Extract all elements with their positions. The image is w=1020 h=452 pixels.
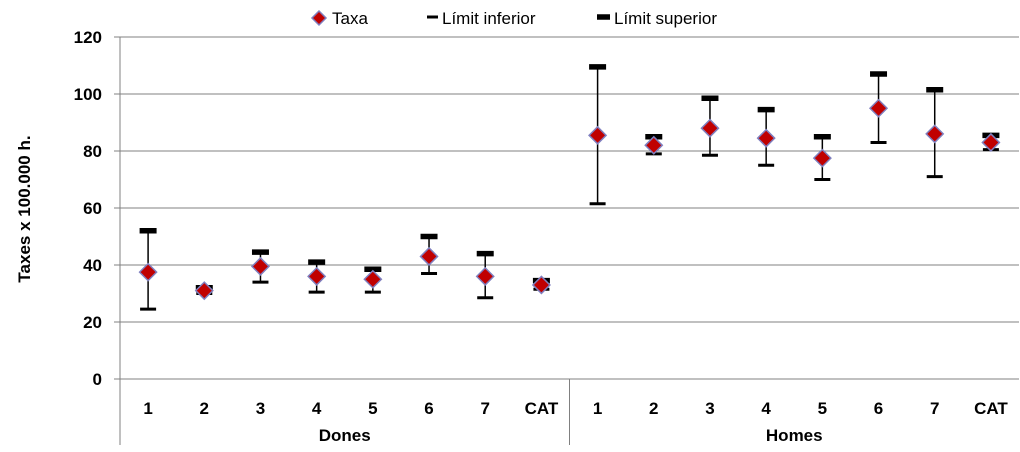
taxa-point bbox=[644, 135, 664, 155]
taxa-point bbox=[700, 118, 720, 138]
y-tick-label: 80 bbox=[83, 142, 102, 161]
y-tick-label: 120 bbox=[74, 28, 102, 47]
y-tick-label: 40 bbox=[83, 256, 102, 275]
taxa-point bbox=[138, 262, 158, 282]
taxa-point bbox=[925, 124, 945, 144]
legend: Taxa Límit inferior Límit superior bbox=[310, 9, 717, 28]
x-tick-label: 3 bbox=[705, 399, 714, 418]
y-tick-labels: 0 20 40 60 80 100 120 bbox=[74, 28, 102, 389]
group-label: Homes bbox=[766, 426, 823, 445]
x-tick-label: 6 bbox=[424, 399, 433, 418]
y-tick-label: 100 bbox=[74, 85, 102, 104]
x-tick-label: 7 bbox=[930, 399, 939, 418]
taxa-point bbox=[475, 266, 495, 286]
x-tick-labels: 1 2 3 4 5 6 7 CAT 1 2 3 4 5 6 7 CAT bbox=[143, 399, 1008, 418]
x-tick-label: 1 bbox=[593, 399, 602, 418]
taxa-point bbox=[307, 266, 327, 286]
taxa-point bbox=[194, 281, 214, 301]
taxa-point bbox=[363, 269, 383, 289]
legend-label-upper: Límit superior bbox=[614, 9, 717, 28]
x-tick-label: 6 bbox=[874, 399, 883, 418]
group-labels: Dones Homes bbox=[319, 426, 823, 445]
taxa-point bbox=[588, 125, 608, 145]
data-marks bbox=[138, 64, 1001, 311]
x-tick-label: 2 bbox=[649, 399, 658, 418]
taxa-point bbox=[531, 275, 551, 295]
x-tick-label: 5 bbox=[368, 399, 377, 418]
x-tick-label: 4 bbox=[312, 399, 322, 418]
x-tick-label: 4 bbox=[761, 399, 771, 418]
group-label: Dones bbox=[319, 426, 371, 445]
axes bbox=[114, 36, 1019, 445]
y-tick-label: 60 bbox=[83, 199, 102, 218]
taxa-point bbox=[756, 128, 776, 148]
x-tick-label: 5 bbox=[818, 399, 827, 418]
y-tick-label: 0 bbox=[93, 370, 102, 389]
taxa-point bbox=[250, 256, 271, 276]
taxa-point bbox=[868, 98, 889, 118]
gridlines bbox=[120, 36, 1019, 323]
taxa-point bbox=[981, 132, 1001, 153]
x-tick-label: 3 bbox=[256, 399, 265, 418]
x-tick-label: 2 bbox=[200, 399, 209, 418]
taxa-point bbox=[812, 148, 832, 168]
x-tick-label: 7 bbox=[480, 399, 489, 418]
y-axis-title: Taxes x 100.000 h. bbox=[15, 135, 34, 282]
legend-label-lower: Límit inferior bbox=[442, 9, 536, 28]
legend-label-taxa: Taxa bbox=[332, 9, 368, 28]
taxa-point bbox=[419, 246, 439, 267]
x-tick-label: 1 bbox=[143, 399, 152, 418]
y-tick-label: 20 bbox=[83, 313, 102, 332]
x-tick-label: CAT bbox=[974, 399, 1008, 418]
legend-marker-taxa-icon bbox=[310, 9, 328, 27]
x-tick-label: CAT bbox=[525, 399, 559, 418]
